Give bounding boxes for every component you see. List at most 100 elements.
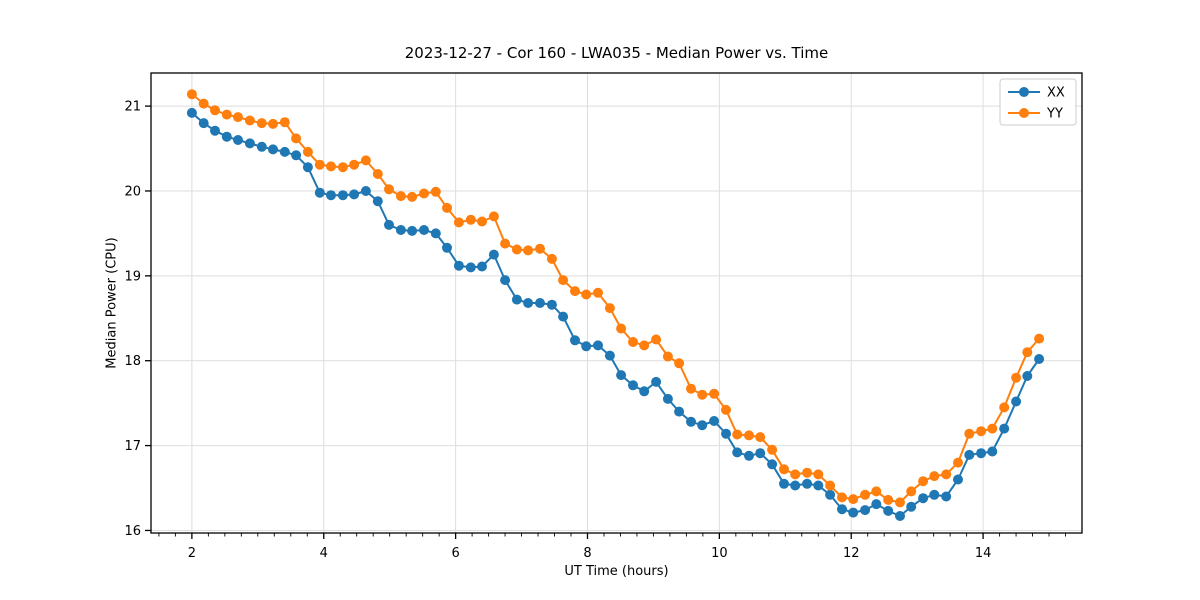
y-tick-label: 20 — [124, 184, 141, 199]
series-YY-point — [419, 188, 429, 199]
series-YY-point — [453, 217, 464, 228]
series-YY-point — [407, 191, 418, 202]
series-YY-point — [895, 497, 905, 508]
series-XX-point — [244, 138, 255, 149]
series-XX-point — [918, 493, 929, 504]
grid — [151, 73, 1082, 533]
legend-label: YY — [1046, 107, 1063, 122]
series-XX-point — [442, 242, 452, 253]
series-YY-point — [291, 133, 302, 144]
series-YY-point — [697, 389, 708, 400]
series-YY-point — [581, 289, 592, 300]
series-YY-line — [190, 93, 1041, 504]
series-XX-point — [964, 449, 975, 460]
series-YY-point — [558, 275, 569, 286]
series-YY-point — [384, 184, 394, 195]
series-YY-point — [523, 245, 534, 256]
series-XX-point — [535, 298, 545, 308]
series-YY-point — [721, 404, 731, 415]
series-YY-point — [767, 444, 778, 455]
series-YY-point — [337, 162, 348, 173]
series-XX-point — [430, 228, 441, 239]
y-tick-label: 17 — [124, 439, 141, 454]
series-YY-point — [755, 432, 766, 443]
series-YY-point — [941, 469, 952, 480]
series-XX-point — [790, 480, 801, 491]
series-XX-point — [604, 350, 615, 361]
series-XX-point — [198, 118, 209, 129]
x-tick-label: 2 — [188, 546, 196, 561]
series-XX-point — [395, 225, 406, 235]
series-YY-point — [430, 186, 441, 197]
series-YY-point — [1034, 333, 1045, 344]
series-XX-point — [906, 501, 917, 512]
series-XX-point — [755, 448, 766, 459]
series-XX-point — [419, 225, 429, 235]
series-XX-point — [848, 507, 859, 518]
series-YY-point — [477, 216, 487, 227]
chart-title: 2023-12-27 - Cor 160 - LWA035 - Median P… — [404, 44, 829, 62]
series-YY-point — [302, 146, 313, 157]
series-XX-point — [767, 459, 778, 470]
series-XX-point — [709, 416, 720, 426]
series-YY-point — [233, 112, 243, 123]
series-YY-point — [314, 159, 325, 170]
series-XX-point — [941, 491, 952, 502]
series-YY-point — [662, 351, 673, 362]
ticks: 2 4 6 8 10 12 14 16 17 18 19 20 21 — [124, 100, 1066, 561]
series-YY-point — [1022, 347, 1033, 358]
series-XX-point — [465, 262, 476, 273]
series-YY-point — [860, 489, 871, 500]
series-XX-point — [337, 190, 348, 201]
series-YY-point — [488, 211, 499, 222]
legend-sample-marker — [1019, 108, 1029, 118]
series-XX-point — [302, 162, 313, 173]
series-YY-point — [802, 467, 813, 478]
series-YY-point — [779, 464, 789, 475]
series-XX-point — [779, 478, 789, 489]
series-XX-point — [883, 505, 894, 516]
series-YY — [186, 89, 1045, 508]
series-YY-point — [929, 471, 940, 482]
series-YY-point — [279, 117, 290, 128]
series-YY-point — [616, 323, 627, 334]
series-XX-point — [802, 478, 813, 489]
series-XX-point — [360, 186, 371, 196]
series-XX-point — [987, 446, 998, 457]
series-XX-point — [581, 341, 592, 352]
series-XX-point — [268, 144, 278, 155]
series-YY-point — [976, 426, 987, 437]
series-XX-point — [511, 294, 522, 305]
series-XX-point — [1022, 371, 1033, 381]
y-tick-label: 21 — [124, 100, 141, 115]
series-YY-point — [674, 358, 685, 369]
series-XX-point — [233, 135, 243, 145]
series-XX-point — [662, 393, 673, 404]
series-XX-point — [326, 190, 336, 201]
series-YY-point — [326, 161, 336, 172]
series-YY-point — [848, 494, 859, 505]
series-YY-point — [210, 105, 220, 116]
x-tick-label: 6 — [451, 546, 459, 561]
series-YY-point — [500, 238, 511, 249]
series-XX-point — [837, 504, 847, 515]
series-XX-point — [895, 511, 905, 521]
series-XX-point — [314, 187, 325, 198]
series-XX-point — [721, 428, 731, 439]
series-XX-point — [372, 196, 383, 207]
series-YY-point — [535, 243, 545, 254]
series-XX-point — [500, 275, 511, 286]
series-XX-point — [488, 249, 499, 260]
series-XX-point — [813, 480, 824, 491]
axes-spines — [150, 72, 1083, 534]
series-XX-point — [1011, 396, 1022, 407]
x-tick-label: 10 — [711, 546, 728, 561]
series-YY-point — [546, 253, 557, 264]
series-XX-point — [674, 406, 685, 417]
series-XX-point — [860, 505, 871, 516]
series-XX-point — [999, 423, 1010, 434]
series-XX-point — [407, 225, 418, 236]
series-XX-point — [384, 219, 394, 230]
series-YY-point — [825, 480, 836, 491]
legend-sample-marker — [1019, 87, 1029, 97]
